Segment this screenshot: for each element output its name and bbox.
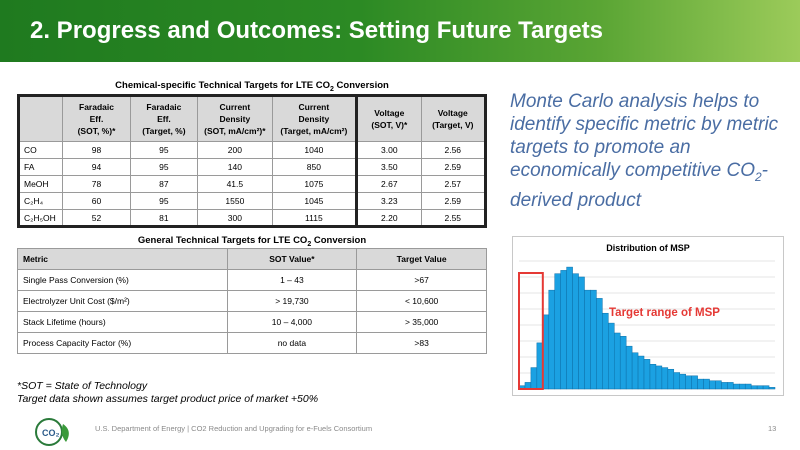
histogram-bar — [578, 276, 585, 390]
histogram-bar — [721, 382, 728, 390]
page-number: 13 — [768, 424, 777, 433]
monte-carlo-text: Monte Carlo analysis helps to identify s… — [510, 91, 779, 211]
histogram-bar — [608, 322, 615, 390]
target-range-label: Target range of MSP — [609, 307, 720, 319]
col-header: Current Density (Target, mA/cm²) — [271, 94, 358, 142]
histogram-bar — [619, 336, 627, 390]
histogram-bar — [667, 368, 675, 390]
table-header-row: Metric SOT Value* Target Value — [17, 248, 487, 270]
histogram-bar — [744, 383, 752, 390]
histogram-bar — [756, 385, 764, 390]
table-row: FA 94 95 140 850 3.50 2.59 — [16, 158, 488, 176]
table-row: Process Capacity Factor (%) no data >83 — [17, 332, 487, 354]
consortium-logo-icon: CO₂ — [35, 418, 69, 446]
histogram-bar — [715, 380, 722, 390]
histogram-bar — [733, 383, 740, 390]
footnotes: *SOT = State of Technology Target data s… — [17, 380, 318, 406]
histogram-bar — [649, 364, 657, 390]
histogram-bar — [685, 375, 692, 390]
msp-distribution-chart: Distribution of MSP Target range of MSP — [512, 236, 784, 396]
table-row: Stack Lifetime (hours) 10 – 4,000 > 35,0… — [17, 311, 487, 333]
histogram-bar — [590, 289, 597, 390]
histogram-bar — [673, 372, 680, 390]
histogram-bar — [691, 375, 698, 390]
histogram-bar — [625, 345, 633, 390]
histogram-bar — [596, 298, 603, 390]
histogram-svg — [518, 260, 776, 390]
histogram-bar — [560, 270, 567, 390]
col-header: Faradaic Eff. (Target, %) — [129, 94, 199, 142]
histogram-bar — [703, 378, 710, 390]
histogram-bar — [614, 332, 621, 390]
histogram-bar — [584, 289, 591, 390]
general-targets-table: Metric SOT Value* Target Value Single Pa… — [17, 248, 487, 354]
histogram-bar — [566, 266, 573, 390]
histogram-bar — [709, 380, 716, 390]
table-row: C₂H₄ 60 95 1550 1045 3.23 2.59 — [16, 192, 488, 210]
histogram-bar — [655, 365, 663, 390]
slide-header: 2. Progress and Outcomes: Setting Future… — [0, 0, 800, 62]
sot-note: *SOT = State of Technology — [17, 380, 148, 392]
table-row: C₂H₅OH 52 81 300 1115 2.20 2.55 — [16, 209, 488, 228]
histogram-bar — [631, 352, 639, 390]
histogram-bar — [554, 273, 561, 390]
histogram-bar — [768, 387, 776, 390]
table-header-row: Faradaic Eff. (SOT, %)* Faradaic Eff. (Targe… — [16, 94, 488, 142]
chart-title: Distribution of MSP — [606, 243, 690, 253]
histogram-bar — [643, 359, 651, 390]
histogram-bar — [637, 355, 645, 390]
histogram-bar — [697, 378, 704, 390]
histogram-bar — [727, 382, 734, 390]
histogram-bar — [762, 385, 770, 390]
footer-text: U.S. Department of Energy | CO2 Reductio… — [95, 424, 373, 433]
price-note: Target data shown assumes target product… — [17, 393, 319, 405]
chemical-targets-table: Faradaic Eff. (SOT, %)* Faradaic Eff. (Targe… — [16, 94, 488, 228]
table-row: MeOH 78 87 41.5 1075 2.67 2.57 — [16, 175, 488, 193]
histogram-bar — [661, 367, 669, 390]
col-header: Voltage (SOT, V)* — [355, 94, 422, 142]
histogram-bar — [602, 312, 609, 390]
footer: CO₂ U.S. Department of Energy | CO2 Redu… — [0, 412, 800, 450]
col-header: Current Density (SOT, mA/cm²)* — [197, 94, 273, 142]
histogram-bar — [572, 273, 579, 390]
slide-title: 2. Progress and Outcomes: Setting Future… — [30, 17, 603, 44]
histogram-bar — [739, 383, 746, 390]
histogram-bar — [530, 367, 538, 390]
col-header: Voltage (Target, V) — [420, 94, 488, 142]
table-row: CO 98 95 200 1040 3.00 2.56 — [16, 141, 488, 159]
histogram-bar — [548, 289, 555, 390]
histogram-bar — [679, 373, 686, 390]
table2-caption: General Technical Targets for LTE CO2 Co… — [137, 235, 367, 248]
target-range-box — [518, 272, 544, 390]
svg-text:CO₂: CO₂ — [42, 428, 60, 438]
histogram-bar — [750, 385, 758, 390]
table-row: Electrolyzer Unit Cost ($/m²) > 19,730 <… — [17, 290, 487, 312]
table1-caption: Chemical-specific Technical Targets for … — [115, 80, 389, 93]
table-row: Single Pass Conversion (%) 1 – 43 >67 — [17, 269, 487, 291]
col-header: Faradaic Eff. (SOT, %)* — [62, 94, 131, 142]
